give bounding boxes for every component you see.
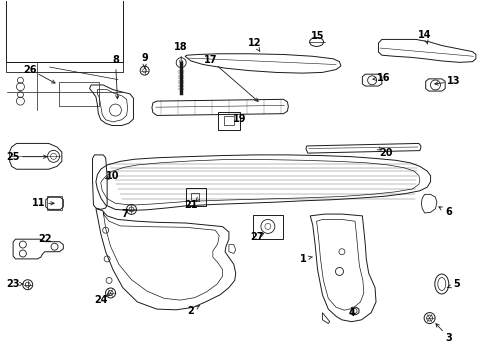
Text: 10: 10 [106,171,120,181]
Text: 22: 22 [38,234,51,244]
Text: 23: 23 [6,279,20,289]
Text: 17: 17 [203,55,217,65]
Text: 1: 1 [299,254,305,264]
Text: 15: 15 [310,31,324,41]
Text: 12: 12 [247,38,261,48]
Text: 4: 4 [347,308,354,318]
Text: 27: 27 [249,232,263,242]
Text: 24: 24 [94,295,107,305]
Text: 2: 2 [187,306,194,316]
Text: 19: 19 [232,114,246,124]
Text: 14: 14 [417,30,430,40]
Text: 5: 5 [452,279,459,289]
Text: 3: 3 [445,333,451,343]
Text: 26: 26 [23,64,37,75]
Text: 16: 16 [376,73,389,83]
Text: 18: 18 [174,42,187,51]
Text: 9: 9 [141,53,148,63]
Text: 21: 21 [184,200,197,210]
Text: 25: 25 [6,152,20,162]
Text: 8: 8 [112,55,119,65]
Text: 7: 7 [122,209,128,219]
Text: 11: 11 [32,198,45,208]
Text: 13: 13 [447,76,460,86]
Text: 20: 20 [378,148,392,158]
Text: 6: 6 [445,207,451,217]
